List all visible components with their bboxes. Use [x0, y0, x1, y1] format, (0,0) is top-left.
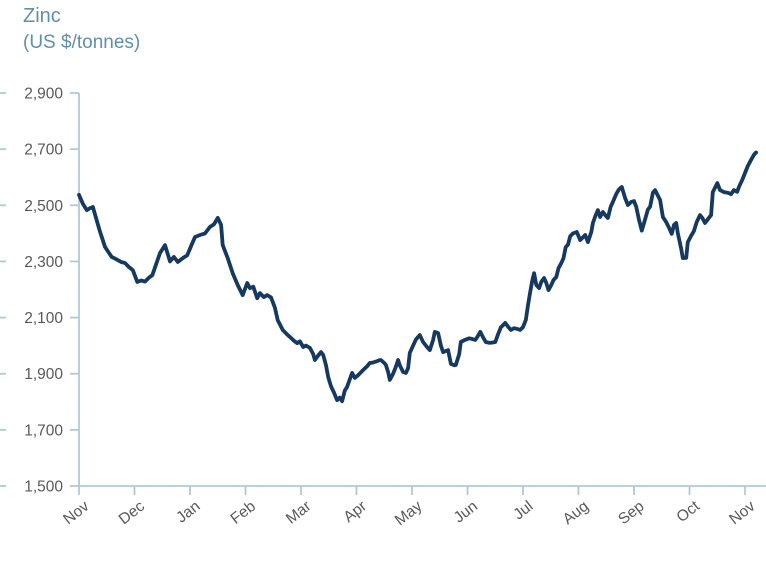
chart-header: Zinc (US $/tonnes) — [23, 3, 140, 56]
chart-title: Zinc — [23, 5, 61, 27]
y-axis-tick-label: 1,500 — [24, 479, 63, 496]
y-axis-tick-label: 2,500 — [24, 198, 63, 215]
x-axis-tick-label: Jul — [510, 498, 536, 524]
x-axis-tick-label: Sep — [615, 498, 647, 528]
x-axis-tick-label: Nov — [60, 498, 92, 529]
x-axis-tick-label: Dec — [116, 498, 148, 529]
x-axis-tick-label: Feb — [227, 498, 259, 528]
y-axis-tick-label: 1,900 — [24, 366, 63, 383]
x-axis-tick-label: Aug — [560, 498, 592, 528]
x-axis-tick-label: Jun — [451, 498, 481, 527]
chart-subtitle: (US $/tonnes) — [23, 32, 141, 53]
y-axis-tick-label: 2,300 — [24, 254, 63, 271]
y-axis-tick-label: 2,100 — [24, 310, 63, 327]
x-axis-tick-label: Jan — [173, 498, 203, 527]
zinc-price-line — [77, 150, 758, 404]
x-axis-tick-label: May — [392, 498, 426, 530]
x-axis-tick-label: Oct — [673, 497, 703, 526]
y-axis-tick-label: 1,700 — [24, 422, 63, 439]
y-axis-tick-label: 2,700 — [24, 142, 63, 159]
y-axis-tick-label: 2,900 — [24, 86, 63, 103]
x-axis-tick-label: Mar — [283, 498, 315, 528]
x-axis-tick-label: Apr — [340, 498, 369, 526]
x-axis-tick-label: Nov — [726, 498, 758, 529]
